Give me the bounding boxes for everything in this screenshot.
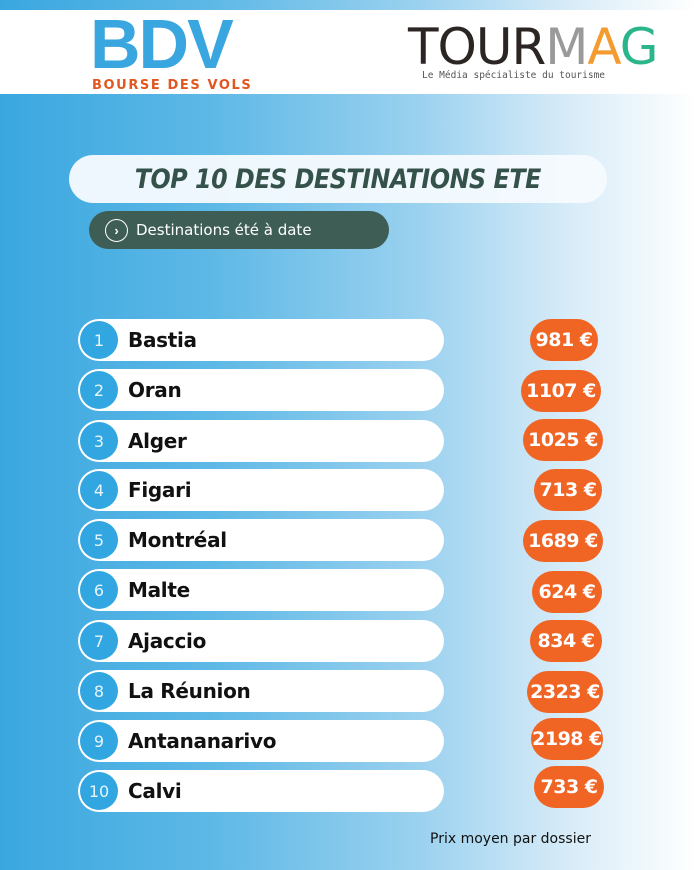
tourmag-tagline: Le Média spécialiste du tourisme: [422, 70, 606, 81]
price-badge: 981 €: [530, 319, 598, 361]
list-item: 1 Bastia: [78, 319, 444, 361]
destination-name: Oran: [128, 378, 182, 402]
list-item: 4 Figari: [78, 469, 444, 511]
destination-name: Montréal: [128, 528, 227, 552]
list-item: 6 Malte: [78, 569, 444, 611]
destination-name: Bastia: [128, 328, 197, 352]
tourmag-word-m: M: [545, 18, 588, 76]
destination-name: Ajaccio: [128, 629, 207, 653]
price-badge: 1689 €: [523, 520, 603, 562]
rank-badge: 10: [80, 772, 118, 810]
list-item: 7 Ajaccio: [78, 620, 444, 662]
rank-badge: 2: [80, 371, 118, 409]
rank-badge: 6: [80, 571, 118, 609]
list-item: 8 La Réunion: [78, 670, 444, 712]
rank-badge: 3: [80, 422, 118, 460]
destination-name: Calvi: [128, 779, 182, 803]
rank-badge: 1: [80, 321, 118, 359]
tourmag-logo: TOURMAG Le Média spécialiste du tourisme: [408, 22, 658, 86]
price-badge: 2198 €: [531, 718, 603, 760]
page-title: TOP 10 DES DESTINATIONS ETE: [134, 163, 542, 195]
price-badge: 713 €: [534, 469, 602, 511]
tourmag-word-g: G: [619, 18, 659, 76]
footnote: Prix moyen par dossier: [430, 831, 591, 847]
rank-badge: 5: [80, 521, 118, 559]
list-item: 2 Oran: [78, 369, 444, 411]
bdv-logo: BDV BOURSE DES VOLS: [90, 5, 260, 94]
header-band: [0, 10, 696, 94]
title-banner: TOP 10 DES DESTINATIONS ETE: [69, 155, 607, 203]
rank-badge: 4: [80, 471, 118, 509]
price-badge: 1107 €: [521, 370, 601, 412]
destination-name: Alger: [128, 429, 187, 453]
tourmag-word-a: A: [587, 18, 620, 76]
destination-name: Antananarivo: [128, 729, 277, 753]
bdv-logo-letters: BDV: [90, 5, 234, 83]
chevron-right-circle-icon: ›: [105, 218, 128, 242]
filter-chip-label: Destinations été à date: [136, 221, 312, 239]
price-badge: 624 €: [532, 571, 602, 613]
destination-name: Malte: [128, 578, 190, 602]
price-badge: 2323 €: [527, 671, 603, 713]
price-badge: 733 €: [534, 766, 604, 808]
list-item: 5 Montréal: [78, 519, 444, 561]
tourmag-word-tour: TOUR: [408, 18, 546, 76]
list-item: 10 Calvi: [78, 770, 444, 812]
list-item: 9 Antananarivo: [78, 720, 444, 762]
price-badge: 834 €: [530, 620, 602, 662]
rank-badge: 7: [80, 622, 118, 660]
price-badge: 1025 €: [523, 419, 603, 461]
bdv-logo-subtitle: BOURSE DES VOLS: [92, 78, 253, 93]
tourmag-wordmark: TOURMAG: [408, 22, 658, 72]
rank-badge: 9: [80, 722, 118, 760]
filter-chip-destinations[interactable]: › Destinations été à date: [89, 211, 389, 249]
destination-name: La Réunion: [128, 679, 251, 703]
list-item: 3 Alger: [78, 420, 444, 462]
destination-name: Figari: [128, 478, 192, 502]
rank-badge: 8: [80, 672, 118, 710]
